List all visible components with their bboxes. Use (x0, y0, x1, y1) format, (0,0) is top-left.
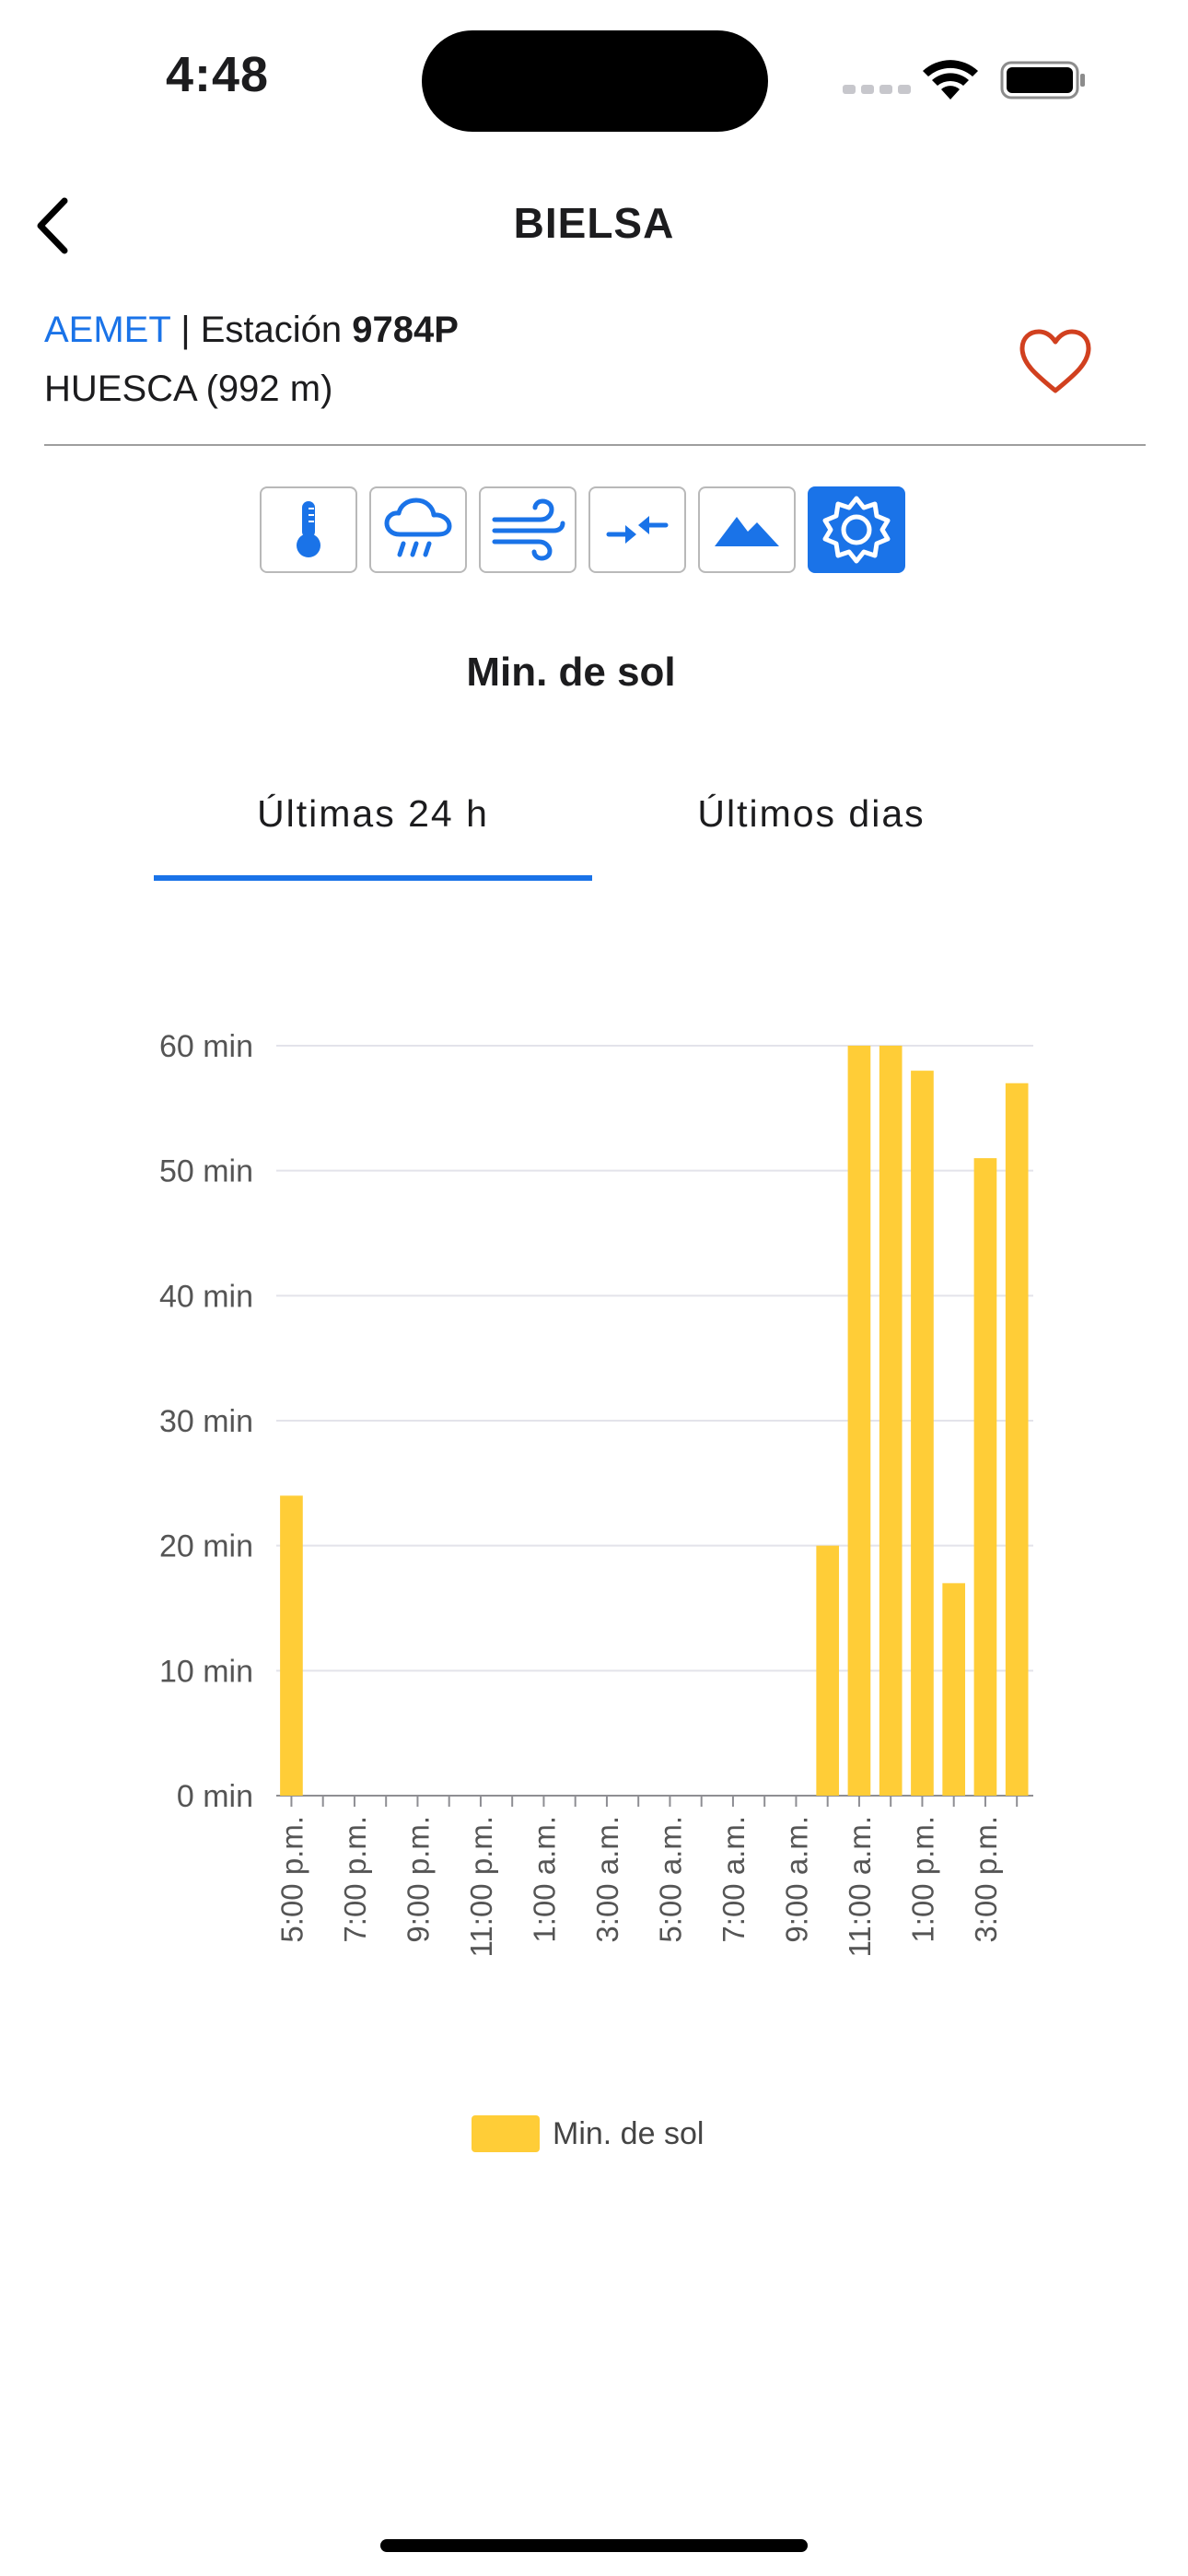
heart-outline-icon[interactable] (1019, 328, 1092, 396)
y-tick-label: 0 min (177, 1779, 253, 1814)
x-tick-label: 5:00 p.m. (274, 1816, 309, 1943)
bar (816, 1545, 840, 1796)
wind-button[interactable] (479, 486, 577, 573)
section-title: Min. de sol (466, 650, 676, 695)
bar (879, 1046, 903, 1796)
station-region: HUESCA (992 m) (44, 369, 333, 409)
x-tick-label: 5:00 a.m. (653, 1816, 687, 1943)
x-tick-label: 7:00 a.m. (716, 1816, 751, 1943)
home-indicator (380, 2539, 808, 2552)
y-tick-label: 40 min (159, 1279, 253, 1314)
precipitation-button[interactable] (369, 486, 467, 573)
x-tick-label: 7:00 p.m. (338, 1816, 372, 1943)
sun-icon (822, 496, 891, 564)
wifi-icon (923, 60, 978, 100)
cellular-signal-icon (843, 85, 911, 94)
temperature-button[interactable] (260, 486, 357, 573)
station-code: 9784P (352, 310, 459, 350)
x-tick-label: 1:00 a.m. (527, 1816, 561, 1943)
source-separator: | (170, 310, 201, 350)
status-time: 4:48 (166, 47, 270, 102)
bar (1005, 1083, 1029, 1796)
chevron-left-icon[interactable] (28, 193, 83, 258)
page-title: BIELSA (513, 199, 675, 247)
chart-legend: Min. de sol (472, 2115, 704, 2152)
y-tick-label: 10 min (159, 1654, 253, 1689)
source-link[interactable]: AEMET (44, 310, 171, 350)
legend-swatch (472, 2115, 540, 2152)
metric-toolbar (260, 486, 905, 573)
tab-last-24h[interactable]: Últimas 24 h (257, 792, 489, 835)
sunshine-button[interactable] (808, 486, 905, 573)
x-tick-label: 11:00 p.m. (464, 1816, 498, 1957)
wind-icon (492, 498, 565, 561)
divider (44, 444, 1146, 446)
x-tick-label: 3:00 a.m. (590, 1816, 624, 1943)
y-tick-label: 30 min (159, 1404, 253, 1439)
pressure-button[interactable] (588, 486, 686, 573)
battery-icon (1000, 61, 1085, 100)
x-tick-label: 9:00 a.m. (779, 1816, 813, 1943)
bar (911, 1071, 934, 1796)
sunshine-bar-chart: 0 min 10 min 20 min 30 min 40 min 50 min 60 mi… (159, 1029, 1033, 1957)
y-tick-label: 20 min (159, 1529, 253, 1564)
dynamic-island (422, 30, 768, 132)
legend-label: Min. de sol (553, 2115, 705, 2151)
mountain-icon (715, 517, 779, 546)
bar (942, 1583, 966, 1796)
x-tick-label: 1:00 p.m. (905, 1816, 939, 1943)
thermometer-icon (297, 501, 320, 557)
x-tick-label: 9:00 p.m. (401, 1816, 435, 1943)
bar (847, 1046, 871, 1796)
pressure-arrows-icon (606, 516, 669, 544)
altitude-button[interactable] (698, 486, 796, 573)
y-tick-label: 60 min (159, 1029, 253, 1064)
bar (280, 1495, 303, 1796)
x-tick-label: 3:00 p.m. (969, 1816, 1003, 1943)
tab-last-days[interactable]: Últimos dias (697, 792, 926, 835)
bar (973, 1158, 997, 1796)
tab-selected-indicator (154, 875, 592, 881)
station-info: AEMET | Estación 9784P (44, 310, 459, 351)
x-tick-label: 11:00 a.m. (843, 1816, 877, 1957)
station-label: Estación (200, 310, 353, 350)
rain-cloud-icon (384, 498, 452, 557)
y-tick-label: 50 min (159, 1154, 253, 1189)
